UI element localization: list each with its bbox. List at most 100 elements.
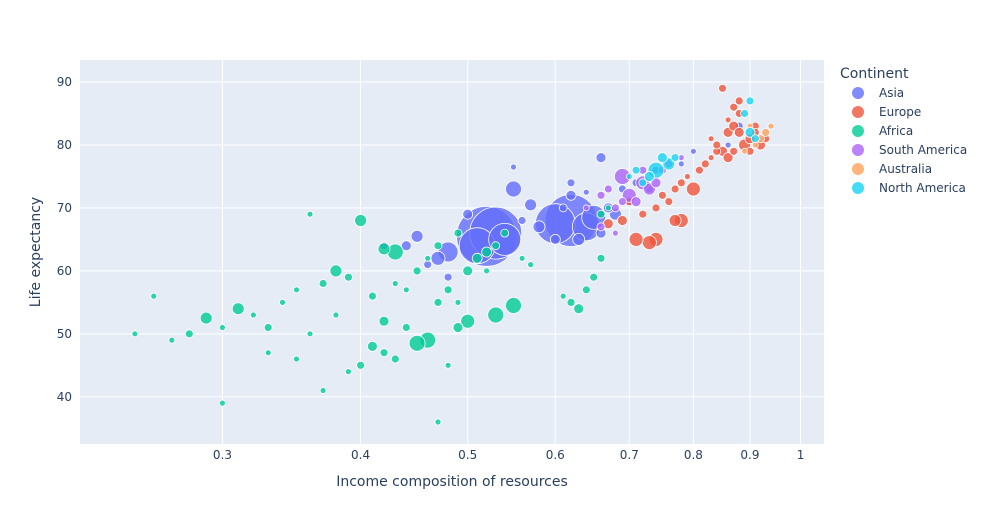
data-point[interactable]	[483, 267, 491, 275]
data-point[interactable]	[454, 298, 462, 306]
data-point[interactable]	[444, 361, 452, 369]
data-point[interactable]	[532, 220, 546, 234]
data-point[interactable]	[263, 323, 273, 332]
data-point[interactable]	[644, 171, 655, 182]
data-point[interactable]	[744, 126, 756, 138]
data-point[interactable]	[184, 329, 194, 339]
data-point[interactable]	[595, 152, 607, 164]
data-point[interactable]	[306, 330, 314, 338]
data-point[interactable]	[686, 181, 701, 197]
data-point[interactable]	[677, 160, 685, 168]
data-point[interactable]	[603, 184, 613, 194]
data-point[interactable]	[293, 286, 300, 294]
data-point[interactable]	[500, 228, 510, 238]
data-point[interactable]	[378, 315, 390, 327]
data-point[interactable]	[452, 322, 464, 333]
data-point[interactable]	[218, 324, 226, 331]
data-point[interactable]	[670, 153, 680, 163]
data-point[interactable]	[668, 214, 682, 227]
data-point[interactable]	[505, 297, 522, 314]
data-point[interactable]	[518, 254, 526, 262]
data-point[interactable]	[354, 214, 368, 227]
legend[interactable]: Continent Asia Europe Africa South America A…	[840, 66, 967, 195]
data-point[interactable]	[630, 196, 642, 208]
data-point[interactable]	[231, 302, 245, 316]
data-point[interactable]	[412, 266, 422, 276]
legend-item-north-america[interactable]: North America	[852, 181, 966, 195]
data-point[interactable]	[658, 190, 667, 200]
data-point[interactable]	[642, 235, 657, 251]
data-point[interactable]	[582, 204, 590, 212]
data-point[interactable]	[491, 241, 501, 251]
data-point[interactable]	[367, 291, 377, 301]
legend-item-south-america[interactable]: South America	[852, 143, 967, 157]
data-point[interactable]	[707, 154, 715, 162]
data-point[interactable]	[572, 232, 586, 246]
legend-item-africa[interactable]: Africa	[852, 124, 913, 138]
data-point[interactable]	[150, 292, 158, 300]
data-point[interactable]	[712, 140, 722, 150]
data-point[interactable]	[722, 152, 734, 164]
data-point[interactable]	[559, 292, 567, 300]
data-point[interactable]	[443, 272, 453, 282]
data-point[interactable]	[596, 209, 606, 219]
data-point[interactable]	[510, 163, 517, 171]
data-point[interactable]	[690, 147, 697, 155]
data-point[interactable]	[400, 240, 412, 252]
data-point[interactable]	[424, 254, 432, 262]
data-point[interactable]	[527, 261, 534, 269]
data-point[interactable]	[638, 209, 648, 219]
data-point[interactable]	[462, 208, 474, 220]
data-point[interactable]	[517, 216, 527, 225]
data-point[interactable]	[131, 330, 139, 338]
data-point[interactable]	[443, 285, 453, 295]
data-point[interactable]	[471, 252, 483, 264]
data-point[interactable]	[664, 197, 674, 207]
data-point[interactable]	[657, 152, 668, 164]
data-point[interactable]	[329, 264, 343, 278]
data-point[interactable]	[573, 303, 585, 315]
data-point[interactable]	[402, 286, 410, 294]
data-point[interactable]	[524, 198, 537, 212]
data-point[interactable]	[453, 228, 463, 238]
data-point[interactable]	[670, 184, 680, 194]
data-point[interactable]	[651, 203, 661, 213]
data-point[interactable]	[724, 141, 732, 149]
data-point[interactable]	[433, 297, 443, 307]
data-point[interactable]	[589, 272, 599, 282]
legend-item-australia[interactable]: Australia	[852, 162, 932, 176]
data-point[interactable]	[596, 253, 606, 263]
data-point[interactable]	[631, 165, 641, 175]
data-point[interactable]	[566, 178, 576, 188]
data-point[interactable]	[596, 190, 606, 200]
data-point[interactable]	[617, 215, 628, 226]
data-point[interactable]	[408, 334, 426, 352]
data-point[interactable]	[638, 178, 648, 188]
data-point[interactable]	[618, 197, 627, 207]
data-point[interactable]	[676, 178, 686, 188]
data-point[interactable]	[761, 127, 771, 137]
data-point[interactable]	[423, 260, 433, 270]
data-point[interactable]	[604, 204, 612, 212]
data-point[interactable]	[549, 233, 561, 245]
data-point[interactable]	[401, 323, 411, 332]
data-point[interactable]	[344, 368, 352, 376]
data-point[interactable]	[481, 246, 493, 258]
data-point[interactable]	[612, 229, 619, 237]
data-point[interactable]	[218, 399, 226, 407]
data-point[interactable]	[332, 311, 340, 319]
data-point[interactable]	[565, 189, 577, 201]
data-point[interactable]	[729, 146, 739, 156]
data-point[interactable]	[505, 180, 522, 198]
data-point[interactable]	[611, 203, 620, 213]
data-point[interactable]	[343, 272, 353, 282]
data-point[interactable]	[377, 242, 391, 256]
data-point[interactable]	[718, 83, 727, 93]
data-point[interactable]	[487, 306, 505, 324]
data-point[interactable]	[462, 265, 474, 277]
data-point[interactable]	[596, 222, 606, 232]
data-point[interactable]	[724, 116, 732, 124]
data-point[interactable]	[168, 336, 176, 344]
data-point[interactable]	[566, 297, 576, 307]
data-point[interactable]	[434, 418, 442, 426]
